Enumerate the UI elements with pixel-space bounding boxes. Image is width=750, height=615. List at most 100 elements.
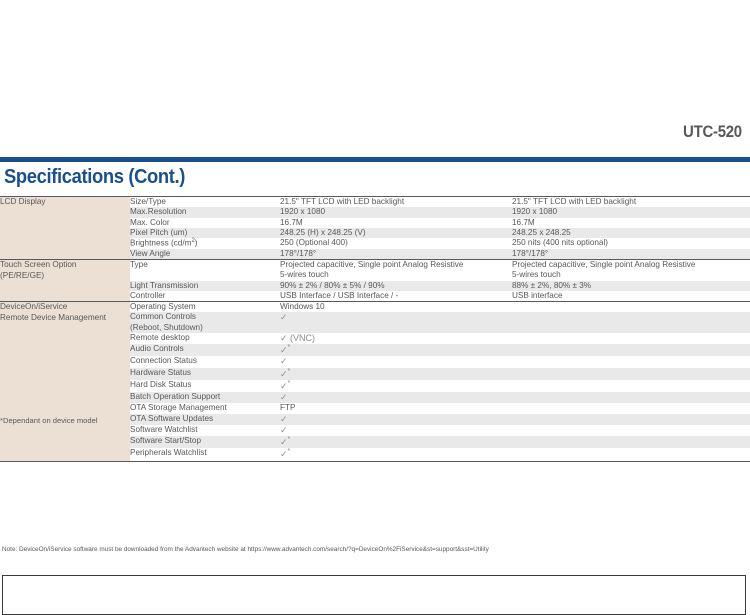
- spec-row-value-1: 21.5" TFT LCD with LED backlight: [280, 197, 405, 206]
- spec-row-value-1: USB Interface / USB Interface / -: [280, 290, 399, 300]
- spec-row-value-1: FTP: [280, 403, 296, 413]
- table-row: View Angle 178°/178° 178°/178°: [130, 248, 750, 260]
- spec-row-label: Controller: [130, 290, 166, 300]
- spec-row-value-2: 250 nits (400 nits optional): [512, 238, 609, 247]
- spec-row-value-2: [512, 392, 750, 404]
- table-row: Controller USB Interface / USB Interface …: [130, 291, 750, 301]
- spec-row-label: Size/Type: [130, 197, 166, 206]
- spec-row-value-2: 248.25 x 248.25: [512, 227, 750, 238]
- spec-row-value-1: ✓*: [280, 367, 512, 380]
- table-row: Max. Color 16.7M 16.7M: [130, 218, 750, 228]
- page-title: UTC-520: [683, 122, 742, 141]
- table-row: Remote desktop ✓ (VNC): [130, 333, 750, 344]
- table-row: Software Start/Stop ✓*: [130, 436, 750, 449]
- spec-row-value-2: [512, 448, 750, 460]
- spec-row-label: Hard Disk Status: [130, 379, 192, 389]
- table-row: Software Watchlist ✓: [130, 425, 750, 436]
- spec-row-value-1: 16.7M: [280, 217, 303, 227]
- spec-row-label: Max.Resolution: [130, 207, 280, 218]
- spec-row-value-2: [512, 312, 750, 333]
- spec-group: LCD Display Size/Type 21.5" TFT LCD with L…: [0, 195, 750, 261]
- spec-row-value-1: ✓*: [280, 436, 512, 449]
- spec-category-cell: DeviceOn/iService Remote Device Managemen…: [0, 301, 130, 462]
- section-heading: Specifications (Cont.): [4, 166, 186, 188]
- spec-category-label: DeviceOn/iService Remote Device Managemen…: [0, 302, 107, 322]
- spec-row-value-2: [512, 356, 750, 367]
- spec-row-value-2: [512, 425, 750, 436]
- table-row: Batch Operation Support ✓: [130, 392, 750, 404]
- spec-category-cell: Touch Screen Option (PE/RE/GE): [0, 259, 130, 303]
- spec-row-value-2: [512, 367, 750, 380]
- spec-row-label: Brightness (cd/m2): [130, 238, 198, 248]
- spec-row-value-1: 178°/178°: [280, 248, 512, 260]
- spec-row-value-2: 88% ± 2%, 80% ± 3%: [512, 280, 750, 291]
- spec-row-value-2: 16.7M: [512, 217, 535, 227]
- spec-row-label: Remote desktop: [130, 332, 190, 342]
- table-row: Operating System Windows 10: [130, 302, 750, 312]
- spec-category-label: Touch Screen Option: [0, 260, 77, 270]
- spec-row-value-1: 90% ± 2% / 80% ± 5% / 90%: [280, 280, 512, 291]
- spec-row-value-1: ✓: [280, 356, 288, 367]
- table-row: Brightness (cd/m2) 250 (Optional 400) 250 …: [130, 238, 750, 249]
- spec-row-value-2: [512, 436, 750, 449]
- spec-row-label: Peripherals Watchlist: [130, 448, 207, 458]
- spec-group: DeviceOn/iService Remote Device Managemen…: [0, 301, 750, 462]
- spec-row-label: Connection Status: [130, 356, 197, 366]
- spec-row-value-2: [512, 413, 750, 425]
- spec-category-note: *Dependant on device model: [0, 415, 98, 425]
- spec-row-label: OTA Software Updates: [130, 413, 280, 425]
- spec-row-label: Type: [130, 260, 148, 270]
- table-row: Audio Controls ✓*: [130, 344, 750, 357]
- spec-row-label: Max. Color: [130, 217, 170, 227]
- spec-group-rows: Type Projected capacitive, Single point A…: [130, 259, 750, 303]
- spec-row-label: Pixel Pitch (um): [130, 227, 280, 238]
- table-row: OTA Software Updates ✓: [130, 413, 750, 425]
- spec-row-value-1: ✓: [280, 312, 512, 333]
- spec-row-value-1: 248.25 (H) x 248.25 (V): [280, 227, 512, 238]
- table-row: Pixel Pitch (um) 248.25 (H) x 248.25 (V) 2…: [130, 227, 750, 238]
- spec-row-value-1: 250 (Optional 400): [280, 238, 348, 247]
- spec-row-label: OTA Storage Management: [130, 403, 227, 413]
- table-row: Max.Resolution 1920 x 1080 1920 x 1080: [130, 207, 750, 218]
- spec-row-label: Operating System: [130, 302, 196, 312]
- spec-row-label: Common Controls (Reboot, Shutdown): [130, 312, 280, 333]
- spec-row-value-1: 1920 x 1080: [280, 207, 512, 218]
- spec-category-label: LCD Display: [0, 197, 46, 206]
- spec-row-value-1: ✓ (VNC): [280, 332, 316, 343]
- spec-row-value-1: Windows 10: [280, 302, 325, 312]
- spec-category-note: (PE/RE/GE): [0, 270, 45, 280]
- spec-row-value-2: [512, 380, 750, 392]
- table-row: Hardware Status ✓*: [130, 367, 750, 380]
- spec-row-value-2: 21.5" TFT LCD with LED backlight: [512, 197, 637, 206]
- bottom-empty-box: [2, 575, 746, 615]
- spec-row-value-1: ✓: [280, 413, 512, 425]
- spec-row-value-1: Projected capacitive, Single point Analo…: [280, 260, 464, 280]
- table-row: Size/Type 21.5" TFT LCD with LED backligh…: [130, 197, 750, 207]
- spec-row-value-2: [512, 403, 750, 413]
- spec-row-value-1: ✓*: [280, 379, 291, 391]
- spec-row-value-2: 1920 x 1080: [512, 207, 750, 218]
- spec-row-value-1: ✓: [280, 392, 512, 404]
- spec-row-value-1: ✓*: [280, 448, 291, 460]
- spec-category-cell: LCD Display: [0, 195, 130, 261]
- footnote-note: Note: DeviceOn/iService software must be…: [2, 546, 489, 553]
- table-row: Peripherals Watchlist ✓*: [130, 448, 750, 460]
- spec-row-value-2: [512, 344, 750, 357]
- table-row: Connection Status ✓: [130, 356, 750, 367]
- spec-row-label: Batch Operation Support: [130, 392, 280, 404]
- table-row: OTA Storage Management FTP: [130, 403, 750, 413]
- spec-row-value-2: [512, 302, 750, 312]
- spec-row-value-2: Projected capacitive, Single point Analo…: [512, 260, 696, 280]
- table-row: Hard Disk Status ✓*: [130, 380, 750, 392]
- spec-row-value-1: ✓: [280, 424, 288, 435]
- specifications-table: LCD Display Size/Type 21.5" TFT LCD with L…: [0, 195, 750, 462]
- table-row: Type Projected capacitive, Single point A…: [130, 260, 750, 281]
- spec-row-value-2: USB interface: [512, 290, 563, 300]
- table-row: Common Controls (Reboot, Shutdown) ✓: [130, 312, 750, 333]
- spec-group-rows: Size/Type 21.5" TFT LCD with LED backligh…: [130, 195, 750, 261]
- spec-row-label: Light Transmission: [130, 280, 280, 291]
- table-row: Light Transmission 90% ± 2% / 80% ± 5% / …: [130, 280, 750, 291]
- spec-row-label: Hardware Status: [130, 367, 280, 380]
- spec-row-label: View Angle: [130, 248, 280, 260]
- spec-group: Touch Screen Option (PE/RE/GE) Type Project…: [0, 259, 750, 303]
